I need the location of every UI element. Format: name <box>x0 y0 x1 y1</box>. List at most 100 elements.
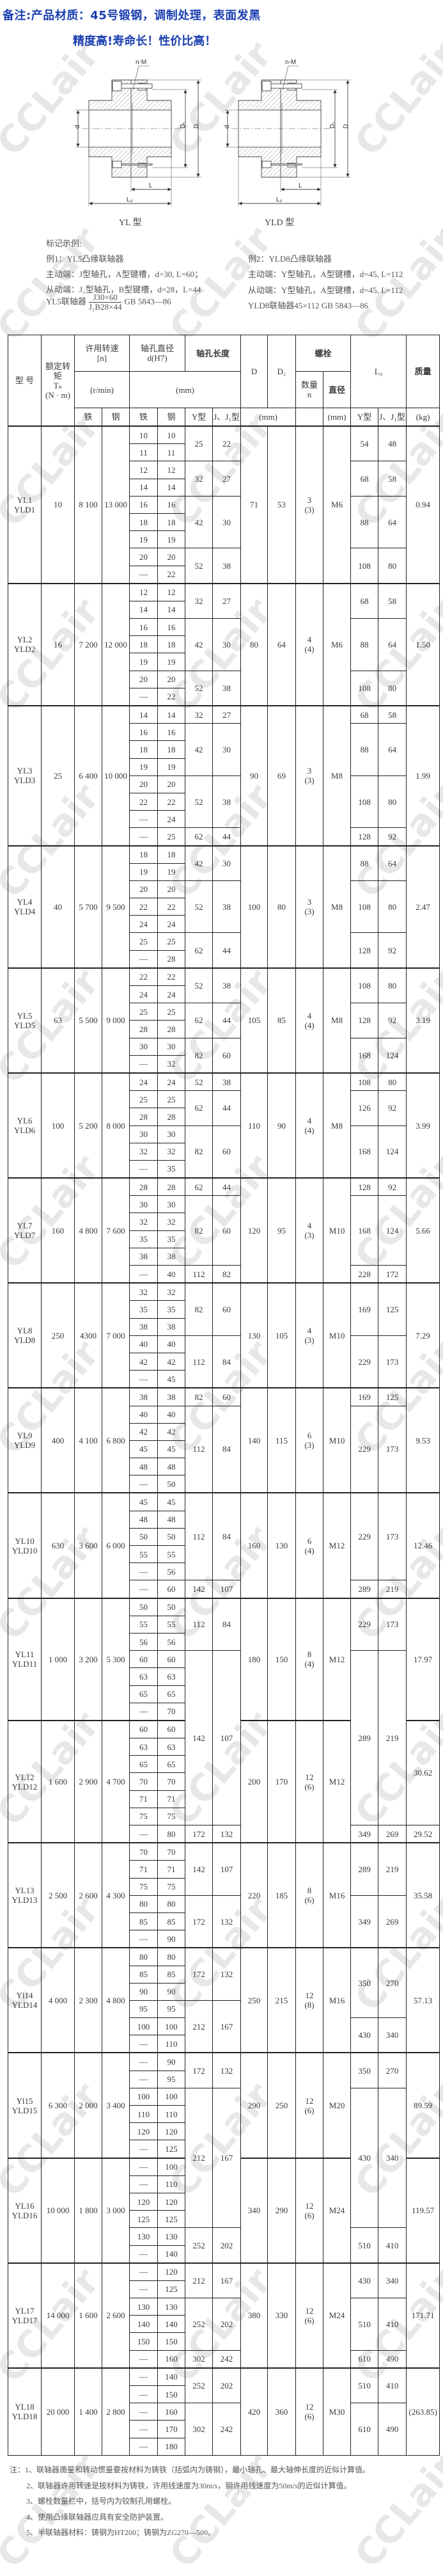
bore-steel: 12 <box>157 461 186 479</box>
bore-iron: — <box>129 1054 159 1074</box>
model-yl: Yl15 <box>16 2095 33 2106</box>
outer-diameter-D: 420 <box>240 2367 268 2456</box>
model-cell: YL3 YLD3 <box>8 705 42 846</box>
bore-steel: 70 <box>157 1702 186 1721</box>
table-row: 22 22 <box>8 792 440 811</box>
table-row: 25 25 62 44 126 92 <box>8 1090 440 1126</box>
bore-iron: 22 <box>129 792 159 811</box>
model-yld: YLD5 <box>13 1020 36 1030</box>
model-yl: YL16 <box>15 2200 35 2211</box>
note-4: 4、使用凸缘联轴器应具有安全防护装置。 <box>26 2512 169 2522</box>
L0-j: 64 <box>378 723 407 776</box>
L0-y: 68 <box>350 461 379 497</box>
bore-iron: 35 <box>129 1300 159 1319</box>
bore-steel: 63 <box>157 1738 186 1756</box>
speed-steel: 2 800 <box>101 2367 130 2456</box>
speed-iron: 4300 <box>74 1282 102 1388</box>
speed-steel: 2 600 <box>101 2262 130 2369</box>
bore-steel: 140 <box>157 2367 186 2386</box>
bolt-quantity: 12 (6) <box>295 2262 324 2369</box>
example1-numerator: J30×60 <box>88 293 122 303</box>
bore-iron: — <box>129 1930 159 1948</box>
model-yld: YLD11 <box>12 1659 38 1669</box>
L0-y: 88 <box>350 845 379 881</box>
model-cell: YL2 YLD2 <box>8 582 42 706</box>
bore-steel: 24 <box>157 810 186 829</box>
header-mass: 质量 <box>406 335 440 408</box>
L0-y: 430 <box>350 2087 379 2229</box>
bolt-quantity: 12 (6) <box>295 2157 324 2264</box>
L0-y: 289 <box>350 1650 379 1825</box>
example2-drive-end: 主动端：Y型轴孔，A型键槽，d=45, L=112 <box>248 269 403 279</box>
bore-steel: 150 <box>157 2332 186 2351</box>
bore-length-j: 132 <box>212 1947 242 2001</box>
table-row: 35 35 <box>8 1230 440 1248</box>
header-torque-unit: (N · m) <box>45 390 70 400</box>
table-row: 24 24 <box>8 915 440 934</box>
table-row: 85 85 <box>8 1965 440 1984</box>
model-cell: YL7 YLD7 <box>8 1177 42 1284</box>
table-row: 42 42 <box>8 1422 440 1441</box>
header-bore-unit: (mm) <box>129 371 242 408</box>
note-3: 3、螺栓数量栏中，括号内为铰制孔用螺栓。 <box>26 2497 176 2506</box>
bore-length-j: 132 <box>212 1895 242 1948</box>
bore-steel: 45 <box>157 1370 186 1388</box>
bolt-qty: 12 <box>305 2200 314 2211</box>
notes: 注：1、联轴器质量和转动惯量要按材料为铸铁（括弧内为铸钢），最小轴孔、最大轴伸长… <box>10 2462 370 2541</box>
mass-value: 1.99 <box>406 705 440 846</box>
header-bore-diameter-label: 轴孔直径 <box>141 344 175 353</box>
bore-steel: 63 <box>157 1667 186 1686</box>
bore-iron: — <box>129 2052 159 2071</box>
L0-y: 108 <box>350 1072 379 1092</box>
L0-j: 173 <box>378 1597 407 1651</box>
model-yl: YL8 <box>17 1326 33 1336</box>
table-row: 55 55 <box>8 1615 440 1634</box>
bore-iron: — <box>129 1580 159 1599</box>
bore-iron: — <box>129 2070 159 2088</box>
bolt-circle-D1: 80 <box>267 845 297 969</box>
bolt-quantity: 8 (6) <box>295 1842 324 1948</box>
bore-iron: 65 <box>129 1755 159 1774</box>
bore-iron: 20 <box>129 880 159 899</box>
outer-diameter-D: 71 <box>240 425 268 584</box>
bolt-qty: 6 <box>307 1431 312 1441</box>
bolt-size: M20 <box>323 2052 352 2159</box>
bore-iron: 38 <box>129 1387 159 1406</box>
outer-diameter-D: 180 <box>240 1597 268 1721</box>
table-row: 110 110 <box>8 2104 440 2124</box>
bore-length-y: 82 <box>185 1125 214 1179</box>
bore-steel: 50 <box>157 1527 186 1546</box>
outer-diameter-D: 140 <box>240 1387 268 1493</box>
table-row: —40 112 82 228 172 <box>8 1265 440 1284</box>
bore-length-j: 167 <box>212 2262 242 2299</box>
table-row: —25 62 44 128 92 <box>8 827 440 846</box>
bore-iron: — <box>129 2349 159 2369</box>
bore-iron: 50 <box>129 1527 159 1546</box>
L0-y: 229 <box>350 1597 379 1651</box>
rated-torque: 20 000 <box>41 2367 75 2456</box>
bore-iron: 60 <box>129 1650 159 1669</box>
L0-j: 269 <box>378 1825 407 1843</box>
bore-steel: 120 <box>157 2262 186 2281</box>
bolt-circle-D1: 185 <box>267 1842 297 1948</box>
bore-length-y: 82 <box>185 1195 214 1266</box>
bore-iron: — <box>129 2403 159 2421</box>
bolt-size: M12 <box>323 1492 352 1599</box>
bore-length-y: 62 <box>185 932 214 969</box>
L0-y: 350 <box>350 2052 379 2088</box>
rated-torque: 25 <box>41 705 75 846</box>
bore-steel: 140 <box>157 2245 186 2264</box>
bore-iron: 20 <box>129 548 159 566</box>
bore-steel: 48 <box>157 1510 186 1529</box>
rated-torque: 14 000 <box>41 2262 75 2369</box>
bore-steel: 56 <box>157 1562 186 1581</box>
table-row: 140 140 <box>8 2315 440 2334</box>
bore-iron: — <box>129 810 159 829</box>
outer-diameter-D: 80 <box>240 582 268 706</box>
bolt-qty-reamed: (6) <box>304 1895 315 1905</box>
bore-steel: 28 <box>157 950 186 969</box>
model-cell: Yl14 YLD14 <box>8 1947 42 2053</box>
speed-iron: 3 200 <box>74 1597 102 1721</box>
mass-value: 9.53 <box>406 1387 440 1493</box>
bore-steel: 40 <box>157 1265 186 1284</box>
